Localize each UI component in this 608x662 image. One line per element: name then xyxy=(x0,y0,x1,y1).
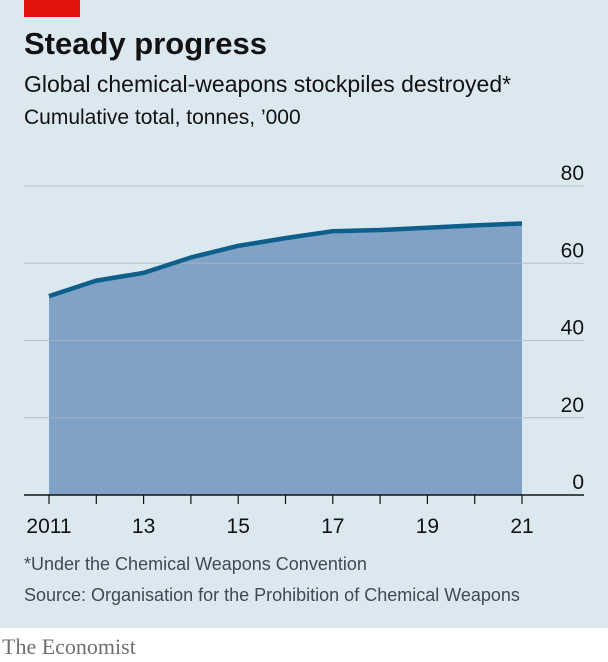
x-tick-label: 2011 xyxy=(26,515,71,538)
y-tick-label: 80 xyxy=(561,162,584,185)
x-tick-label: 19 xyxy=(416,515,439,538)
y-tick-label: 60 xyxy=(561,239,584,262)
chart-units: Cumulative total, tonnes, ’000 xyxy=(24,106,301,129)
x-tick-label: 17 xyxy=(321,515,344,538)
area-fill xyxy=(49,223,522,495)
series-line xyxy=(48,221,523,299)
x-tick-label: 15 xyxy=(227,515,250,538)
brand-logo: The Economist xyxy=(2,634,136,659)
y-tick-label: 0 xyxy=(572,471,584,494)
x-tick-label: 13 xyxy=(132,515,155,538)
chart-subtitle: Global chemical-weapons stockpiles destr… xyxy=(24,71,512,97)
area-chart: 0 20 40 60 80 2011 13 15 17 19 21 xyxy=(24,162,584,538)
chart-title: Steady progress xyxy=(24,26,267,61)
x-tick-label: 21 xyxy=(510,515,533,538)
source-note: Source: Organisation for the Prohibition… xyxy=(24,585,520,605)
y-tick-label: 20 xyxy=(561,394,584,417)
brand-red-tag xyxy=(24,0,80,17)
y-tick-label: 40 xyxy=(561,317,584,340)
footnote: *Under the Chemical Weapons Convention xyxy=(24,554,367,574)
